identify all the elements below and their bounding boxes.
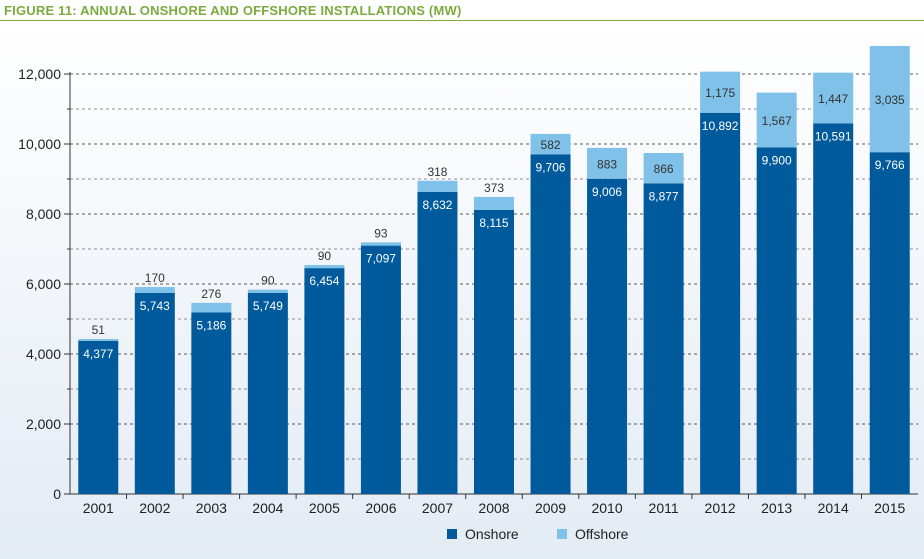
bar-onshore bbox=[474, 209, 514, 494]
x-tick-label: 2015 bbox=[874, 500, 905, 516]
y-tick-label: 12,000 bbox=[18, 66, 61, 82]
data-label-onshore: 6,454 bbox=[309, 274, 339, 288]
bar-onshore bbox=[869, 152, 910, 494]
figure-title: FIGURE 11: ANNUAL ONSHORE AND OFFSHORE I… bbox=[4, 3, 462, 18]
bar-onshore bbox=[134, 292, 175, 494]
x-tick-label: 2004 bbox=[252, 500, 283, 516]
bar-offshore bbox=[304, 264, 345, 269]
bar-offshore bbox=[191, 302, 232, 313]
data-label-onshore: 9,766 bbox=[875, 158, 905, 172]
x-tick-label: 2006 bbox=[365, 500, 396, 516]
data-label-onshore: 7,097 bbox=[366, 252, 396, 266]
data-label-offshore: 93 bbox=[374, 226, 388, 240]
bar-onshore bbox=[247, 292, 288, 494]
data-label-onshore: 8,632 bbox=[422, 198, 452, 212]
x-tick-label: 2007 bbox=[422, 500, 453, 516]
title-rule bbox=[0, 20, 924, 21]
legend-label-onshore: Onshore bbox=[465, 526, 519, 542]
data-label-onshore: 5,186 bbox=[196, 318, 226, 332]
data-label-offshore: 883 bbox=[597, 157, 617, 171]
bar-offshore bbox=[700, 71, 741, 113]
data-label-onshore: 9,706 bbox=[536, 160, 566, 174]
data-label-offshore: 1,447 bbox=[818, 92, 848, 106]
bar-offshore bbox=[78, 339, 119, 341]
data-label-onshore: 8,115 bbox=[479, 216, 508, 230]
data-label-onshore: 4,377 bbox=[83, 347, 113, 361]
data-label-offshore: 866 bbox=[654, 162, 674, 176]
bar-offshore bbox=[756, 92, 797, 148]
data-label-offshore: 3,035 bbox=[875, 93, 905, 107]
data-label-offshore: 582 bbox=[541, 138, 561, 152]
bar-onshore bbox=[643, 183, 684, 494]
data-label-onshore: 9,900 bbox=[762, 154, 792, 168]
data-label-offshore: 373 bbox=[484, 181, 504, 195]
bar-offshore bbox=[530, 133, 571, 155]
data-label-onshore: 9,006 bbox=[592, 185, 622, 199]
bar-onshore bbox=[756, 147, 797, 494]
bar-offshore bbox=[643, 152, 684, 184]
bar-offshore bbox=[813, 72, 854, 124]
legend-label-offshore: Offshore bbox=[575, 526, 629, 542]
data-label-offshore: 1,567 bbox=[762, 114, 792, 128]
data-label-offshore: 51 bbox=[92, 323, 106, 337]
x-tick-label: 2003 bbox=[196, 500, 227, 516]
legend-swatch-onshore bbox=[447, 529, 457, 539]
data-label-onshore: 5,743 bbox=[140, 299, 170, 313]
bar-onshore bbox=[813, 123, 854, 494]
x-tick-label: 2001 bbox=[83, 500, 114, 516]
y-tick-label: 4,000 bbox=[26, 346, 61, 362]
data-label-offshore: 90 bbox=[318, 249, 332, 263]
data-label-onshore: 10,591 bbox=[815, 129, 852, 143]
legend-swatch-offshore bbox=[557, 529, 567, 539]
bar-onshore bbox=[191, 312, 232, 494]
x-tick-label: 2009 bbox=[535, 500, 566, 516]
x-tick-label: 2005 bbox=[309, 500, 340, 516]
bar-onshore bbox=[700, 112, 741, 494]
x-tick-label: 2013 bbox=[761, 500, 792, 516]
y-tick-label: 8,000 bbox=[26, 206, 61, 222]
bar-offshore bbox=[247, 289, 288, 293]
bar-onshore bbox=[360, 245, 401, 494]
bar-onshore bbox=[587, 178, 628, 495]
bar-offshore bbox=[474, 196, 514, 210]
bar-onshore bbox=[304, 268, 345, 494]
data-label-onshore: 5,749 bbox=[253, 299, 283, 313]
bar-offshore bbox=[417, 180, 458, 192]
bar-offshore bbox=[134, 287, 175, 293]
x-tick-label: 2010 bbox=[591, 500, 622, 516]
data-label-offshore: 276 bbox=[201, 287, 221, 301]
x-tick-label: 2012 bbox=[705, 500, 736, 516]
x-tick-label: 2011 bbox=[649, 500, 679, 516]
bar-offshore bbox=[869, 45, 910, 153]
data-label-offshore: 90 bbox=[261, 274, 275, 288]
bar-onshore bbox=[530, 154, 571, 495]
bar-onshore bbox=[78, 340, 119, 494]
bar-onshore bbox=[417, 191, 458, 494]
data-label-offshore: 1,175 bbox=[705, 86, 735, 100]
y-tick-label: 6,000 bbox=[26, 276, 61, 292]
y-tick-label: 10,000 bbox=[18, 136, 61, 152]
y-tick-label: 2,000 bbox=[26, 416, 61, 432]
y-tick-label: 0 bbox=[53, 486, 61, 502]
bar-offshore bbox=[360, 242, 401, 246]
bar-offshore bbox=[587, 147, 628, 179]
x-tick-label: 2008 bbox=[478, 500, 509, 516]
data-label-onshore: 8,877 bbox=[649, 189, 679, 203]
x-tick-label: 2002 bbox=[139, 500, 170, 516]
data-label-offshore: 318 bbox=[427, 165, 447, 179]
data-label-onshore: 10,892 bbox=[702, 119, 739, 133]
x-tick-label: 2014 bbox=[818, 500, 849, 516]
data-label-offshore: 170 bbox=[145, 271, 165, 285]
